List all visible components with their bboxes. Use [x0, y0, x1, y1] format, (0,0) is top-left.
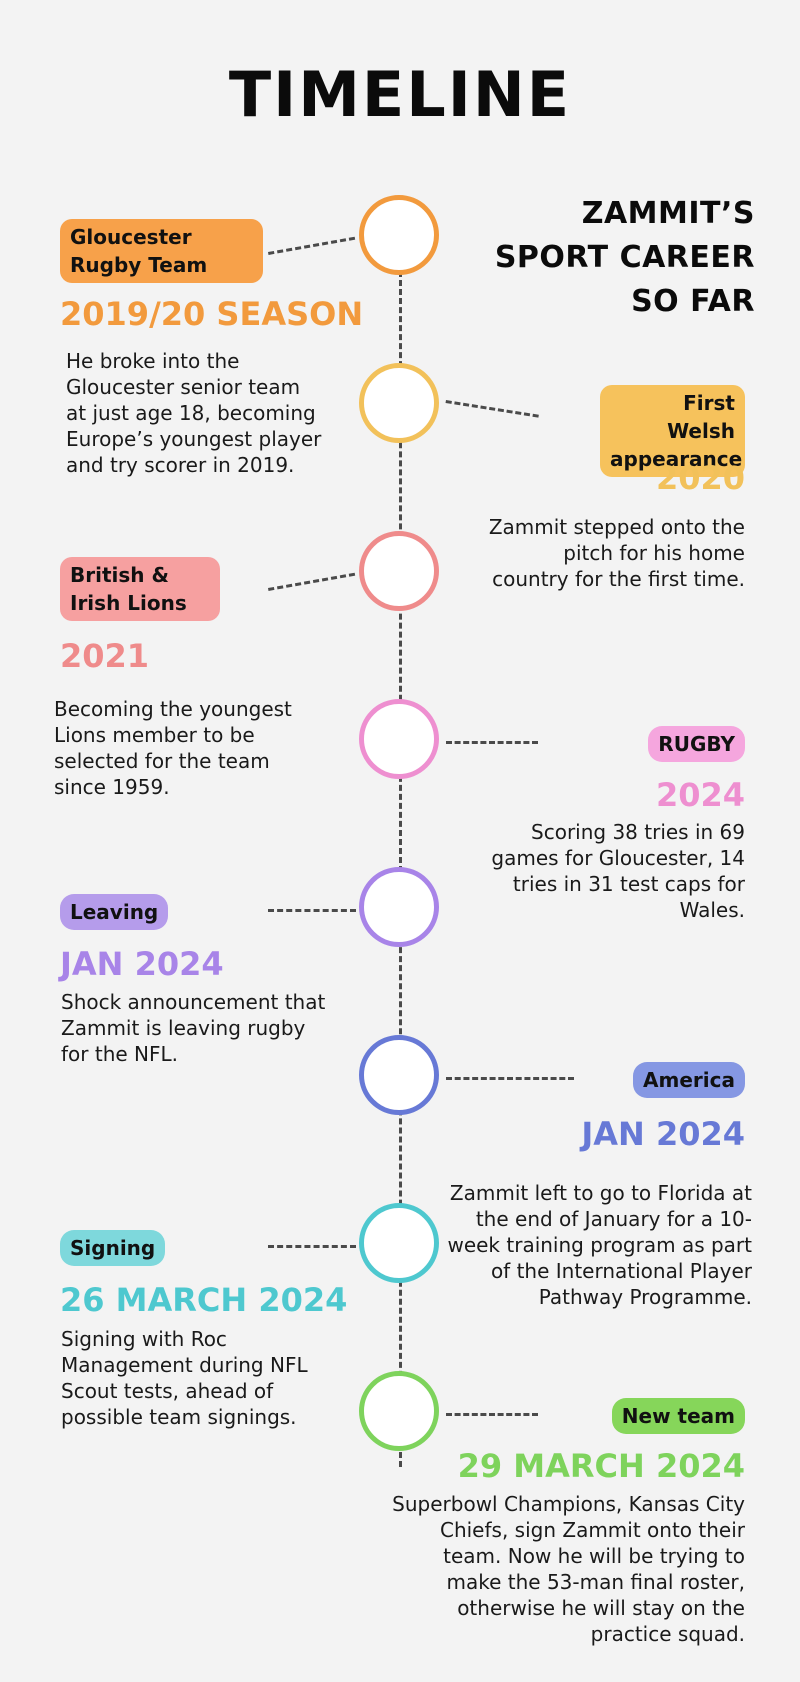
- event-date: 2021: [60, 637, 150, 675]
- event-description: Shock announcement that Zammit is leavin…: [61, 990, 326, 1066]
- event-date: JAN 2024: [581, 1115, 745, 1153]
- event-tag: Leaving: [60, 894, 169, 930]
- event-date: JAN 2024: [60, 945, 224, 983]
- event-date: 2019/20 SEASON: [60, 295, 364, 333]
- timeline-node: [359, 531, 439, 611]
- timeline-node: [359, 363, 439, 443]
- event-description: Becoming the youngest Lions member to be…: [54, 697, 292, 799]
- connector-line: [445, 400, 539, 418]
- timeline-node: [359, 195, 439, 275]
- connector-line: [268, 909, 356, 912]
- event-date: 26 MARCH 2024: [60, 1281, 348, 1319]
- subtitle-line: ZAMMIT’S: [581, 196, 755, 231]
- timeline-node: [359, 699, 439, 779]
- connector-line: [446, 1077, 574, 1080]
- timeline-node: [359, 1035, 439, 1115]
- event-tag: British & Irish Lions: [60, 557, 220, 621]
- event-description: He broke into the Gloucester senior team…: [66, 349, 322, 477]
- event-date: 29 MARCH 2024: [457, 1447, 745, 1485]
- connector-line: [268, 236, 356, 255]
- page-subtitle: ZAMMIT’S SPORT CAREER SO FAR: [455, 192, 755, 324]
- event-description: Superbowl Champions, Kansas City Chiefs,…: [392, 1492, 745, 1646]
- event-date: 2020: [655, 459, 745, 497]
- timeline-node: [359, 1371, 439, 1451]
- event-description: Zammit stepped onto the pitch for his ho…: [488, 515, 745, 591]
- event-date: 2024: [655, 776, 745, 814]
- connector-line: [446, 741, 538, 744]
- connector-line: [268, 572, 356, 591]
- page-title: TIMELINE: [228, 58, 572, 131]
- subtitle-line: SPORT CAREER: [494, 240, 755, 275]
- event-description: Scoring 38 tries in 69 games for Glouces…: [491, 820, 745, 922]
- event-tag: First Welsh appearance: [600, 385, 745, 477]
- event-tag: New team: [611, 1398, 745, 1434]
- event-description: Signing with Roc Management during NFL S…: [61, 1327, 308, 1429]
- event-tag: America: [633, 1062, 745, 1098]
- event-tag: RUGBY: [648, 726, 745, 762]
- event-tag: Signing: [60, 1230, 166, 1266]
- connector-line: [446, 1413, 538, 1416]
- timeline-node: [359, 867, 439, 947]
- timeline-node: [359, 1203, 439, 1283]
- connector-line: [268, 1245, 356, 1248]
- event-tag: Gloucester Rugby Team: [60, 219, 263, 283]
- timeline-spine: [399, 262, 402, 1467]
- subtitle-line: SO FAR: [631, 284, 755, 319]
- event-description: Zammit left to go to Florida at the end …: [447, 1181, 752, 1309]
